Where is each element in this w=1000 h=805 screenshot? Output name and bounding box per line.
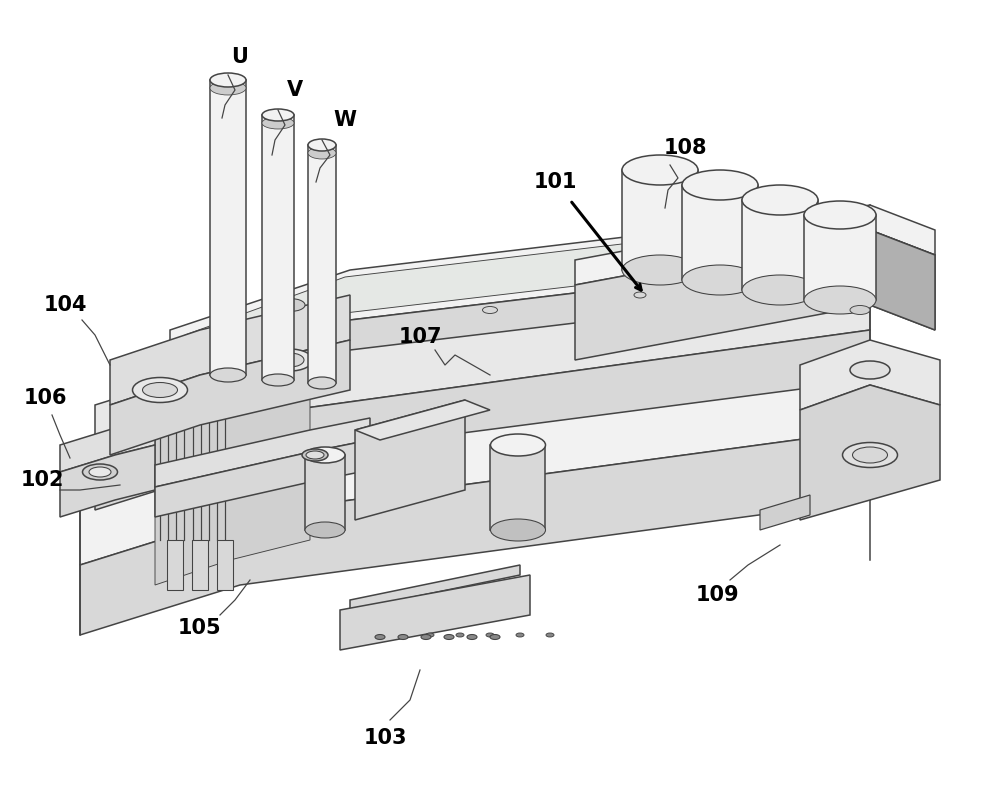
Polygon shape <box>155 418 370 487</box>
Ellipse shape <box>210 368 246 382</box>
Ellipse shape <box>444 634 454 639</box>
Polygon shape <box>682 185 758 280</box>
Ellipse shape <box>262 374 294 386</box>
Ellipse shape <box>490 434 546 456</box>
Ellipse shape <box>467 634 477 639</box>
Polygon shape <box>262 115 294 380</box>
Ellipse shape <box>276 353 304 367</box>
Ellipse shape <box>546 633 554 637</box>
Text: 101: 101 <box>533 172 577 192</box>
Polygon shape <box>355 400 465 520</box>
Polygon shape <box>800 340 940 410</box>
Polygon shape <box>760 495 810 530</box>
Text: V: V <box>287 80 303 100</box>
Text: 106: 106 <box>23 388 67 408</box>
Ellipse shape <box>682 170 758 200</box>
Text: 102: 102 <box>20 470 64 490</box>
Polygon shape <box>217 540 233 590</box>
Polygon shape <box>155 350 305 415</box>
Text: U: U <box>232 47 248 67</box>
Ellipse shape <box>132 378 188 402</box>
Ellipse shape <box>490 634 500 639</box>
Polygon shape <box>575 230 935 360</box>
Polygon shape <box>800 385 940 520</box>
Ellipse shape <box>308 377 336 389</box>
Ellipse shape <box>421 634 431 639</box>
Polygon shape <box>575 205 935 285</box>
Polygon shape <box>622 170 698 270</box>
Polygon shape <box>350 565 520 610</box>
Polygon shape <box>170 260 850 410</box>
Polygon shape <box>490 445 545 530</box>
Polygon shape <box>167 540 183 590</box>
Ellipse shape <box>143 382 178 398</box>
Ellipse shape <box>308 139 336 151</box>
Ellipse shape <box>302 449 328 461</box>
Ellipse shape <box>398 634 408 639</box>
Ellipse shape <box>375 634 385 639</box>
Ellipse shape <box>842 443 898 468</box>
Ellipse shape <box>268 349 312 371</box>
Ellipse shape <box>850 361 890 379</box>
Ellipse shape <box>305 447 345 463</box>
Text: 103: 103 <box>363 728 407 748</box>
Ellipse shape <box>490 519 546 541</box>
Polygon shape <box>870 230 935 330</box>
Ellipse shape <box>804 201 876 229</box>
Ellipse shape <box>742 185 818 215</box>
Ellipse shape <box>486 633 494 637</box>
Polygon shape <box>95 270 870 465</box>
Polygon shape <box>355 400 490 440</box>
Ellipse shape <box>682 265 758 295</box>
Ellipse shape <box>426 633 434 637</box>
Polygon shape <box>155 440 370 517</box>
Ellipse shape <box>852 447 888 463</box>
Text: 108: 108 <box>663 138 707 158</box>
Ellipse shape <box>456 633 464 637</box>
Ellipse shape <box>89 467 111 477</box>
Ellipse shape <box>262 117 294 129</box>
Ellipse shape <box>622 155 698 185</box>
Polygon shape <box>60 418 155 472</box>
Ellipse shape <box>210 81 246 95</box>
Polygon shape <box>340 575 530 650</box>
Ellipse shape <box>275 299 305 312</box>
Polygon shape <box>155 350 310 585</box>
Ellipse shape <box>262 109 294 121</box>
Ellipse shape <box>634 292 646 298</box>
Ellipse shape <box>82 464 118 480</box>
Ellipse shape <box>210 73 246 87</box>
Polygon shape <box>804 215 876 300</box>
Ellipse shape <box>850 306 870 315</box>
Polygon shape <box>742 200 818 290</box>
Text: 107: 107 <box>398 327 442 347</box>
Polygon shape <box>80 360 870 565</box>
Ellipse shape <box>306 451 324 459</box>
Polygon shape <box>95 330 870 510</box>
Polygon shape <box>192 540 208 590</box>
Text: 104: 104 <box>43 295 87 315</box>
Polygon shape <box>185 218 840 372</box>
Polygon shape <box>60 445 155 517</box>
Text: 105: 105 <box>178 618 222 638</box>
Ellipse shape <box>308 147 336 159</box>
Text: 109: 109 <box>696 585 740 605</box>
Text: W: W <box>334 110 356 130</box>
Polygon shape <box>170 210 850 380</box>
Polygon shape <box>80 430 870 635</box>
Polygon shape <box>305 455 345 530</box>
Ellipse shape <box>305 522 345 538</box>
Ellipse shape <box>804 286 876 314</box>
Ellipse shape <box>516 633 524 637</box>
Polygon shape <box>110 340 350 455</box>
Polygon shape <box>210 80 246 375</box>
Polygon shape <box>110 295 350 405</box>
Ellipse shape <box>482 307 498 313</box>
Ellipse shape <box>742 275 818 305</box>
Polygon shape <box>308 145 336 383</box>
Ellipse shape <box>622 255 698 285</box>
